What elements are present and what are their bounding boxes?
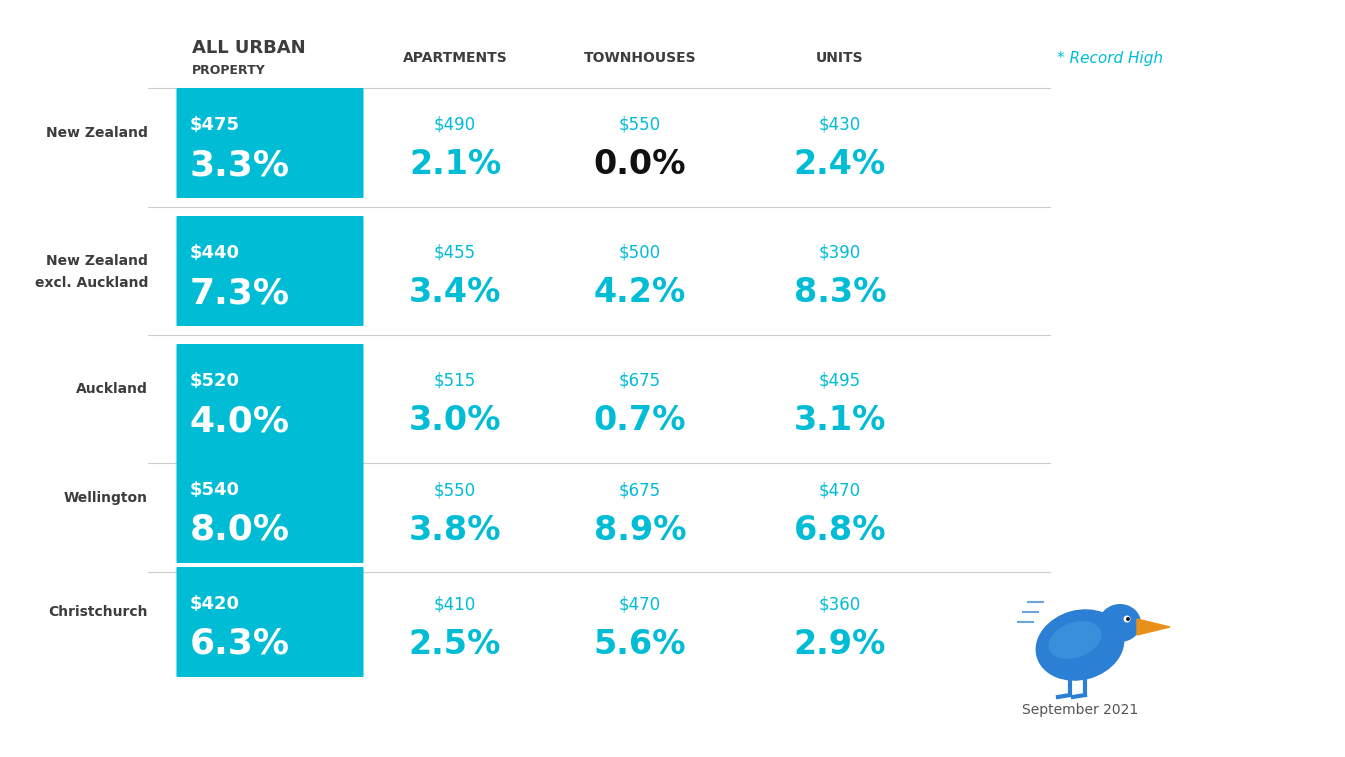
FancyBboxPatch shape <box>176 453 363 563</box>
Text: New Zealand: New Zealand <box>46 126 148 140</box>
Text: 4.0%: 4.0% <box>190 404 289 438</box>
Text: $410: $410 <box>434 595 476 613</box>
Text: $455: $455 <box>434 244 476 262</box>
Text: 3.1%: 3.1% <box>794 404 886 438</box>
Text: 2.5%: 2.5% <box>409 628 502 661</box>
Text: 2.1%: 2.1% <box>409 148 502 182</box>
Text: $420: $420 <box>190 595 239 613</box>
Text: $470: $470 <box>819 481 861 499</box>
Text: 2.9%: 2.9% <box>794 628 886 661</box>
Ellipse shape <box>1099 604 1141 642</box>
Text: $550: $550 <box>434 481 476 499</box>
Text: 3.4%: 3.4% <box>409 276 502 310</box>
Text: 6.3%: 6.3% <box>190 627 289 661</box>
Text: TOWNHOUSES: TOWNHOUSES <box>584 51 697 65</box>
Text: $390: $390 <box>819 244 861 262</box>
Ellipse shape <box>1123 615 1131 622</box>
Text: * Record High: * Record High <box>1057 51 1163 66</box>
Text: 0.0%: 0.0% <box>593 148 686 182</box>
Text: 5.6%: 5.6% <box>593 628 686 661</box>
Text: 8.0%: 8.0% <box>190 513 289 547</box>
Text: $500: $500 <box>619 244 660 262</box>
FancyBboxPatch shape <box>176 344 363 454</box>
Text: $540: $540 <box>190 481 239 499</box>
Text: PROPERTY: PROPERTY <box>192 64 266 76</box>
Text: Wellington: Wellington <box>65 491 148 505</box>
Text: $675: $675 <box>619 481 660 499</box>
Text: $495: $495 <box>819 372 861 390</box>
FancyBboxPatch shape <box>176 567 363 677</box>
Text: $440: $440 <box>190 244 239 262</box>
Text: 8.3%: 8.3% <box>794 276 886 310</box>
Text: $475: $475 <box>190 116 239 134</box>
FancyBboxPatch shape <box>176 88 363 198</box>
Text: $360: $360 <box>819 595 861 613</box>
Text: UNITS: UNITS <box>816 51 863 65</box>
Text: September 2021: September 2021 <box>1022 703 1138 717</box>
Text: 3.8%: 3.8% <box>409 513 502 547</box>
Text: New Zealand: New Zealand <box>46 254 148 268</box>
Ellipse shape <box>1126 617 1130 621</box>
Polygon shape <box>1137 619 1170 635</box>
Text: $675: $675 <box>619 372 660 390</box>
Text: 0.7%: 0.7% <box>593 404 686 438</box>
Ellipse shape <box>1049 621 1102 659</box>
Text: 8.9%: 8.9% <box>593 513 686 547</box>
Text: 3.0%: 3.0% <box>409 404 502 438</box>
Text: 2.4%: 2.4% <box>794 148 886 182</box>
Text: 3.3%: 3.3% <box>190 148 289 182</box>
Ellipse shape <box>1036 609 1124 681</box>
Text: $550: $550 <box>619 116 660 134</box>
Text: ALL URBAN: ALL URBAN <box>192 39 305 57</box>
Text: 7.3%: 7.3% <box>190 276 289 310</box>
Text: Auckland: Auckland <box>77 382 148 396</box>
FancyBboxPatch shape <box>176 216 363 326</box>
Text: $470: $470 <box>619 595 660 613</box>
Text: $520: $520 <box>190 372 239 390</box>
Text: 4.2%: 4.2% <box>594 276 686 310</box>
Text: excl. Auckland: excl. Auckland <box>35 276 148 290</box>
Text: $490: $490 <box>434 116 476 134</box>
Text: $515: $515 <box>434 372 476 390</box>
Text: $430: $430 <box>819 116 861 134</box>
Text: 6.8%: 6.8% <box>794 513 886 547</box>
Text: Christchurch: Christchurch <box>48 605 148 619</box>
Text: APARTMENTS: APARTMENTS <box>402 51 507 65</box>
